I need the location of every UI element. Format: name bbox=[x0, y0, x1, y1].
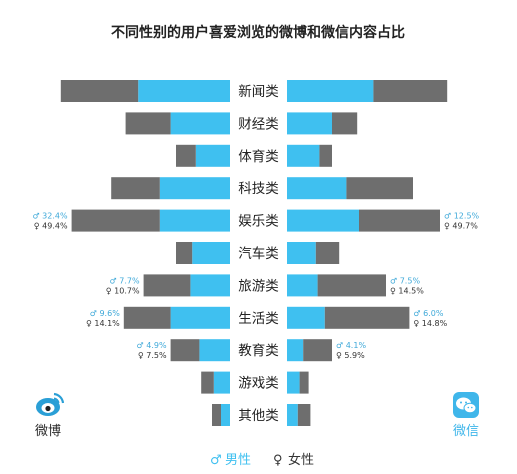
legend-male-label: 男性 bbox=[225, 453, 251, 468]
bar-wechat-male-8 bbox=[287, 339, 304, 362]
bar-wechat-female-7 bbox=[324, 306, 410, 329]
legend-male-symbol: ♂ bbox=[210, 453, 222, 468]
bar-wechat-male-5 bbox=[287, 242, 316, 264]
category-label-10: 其他类 bbox=[238, 408, 279, 424]
bar-wechat-female-2 bbox=[319, 144, 332, 167]
annotation-left-male-1: ♂ 7.7% bbox=[110, 276, 140, 285]
bar-weibo-male-3 bbox=[159, 177, 230, 200]
legend-female-label: 女性 bbox=[288, 452, 314, 468]
bar-weibo-male-2 bbox=[195, 144, 230, 167]
bar-weibo-male-4 bbox=[159, 209, 230, 232]
wechat-label: 微信 bbox=[453, 424, 479, 439]
bar-wechat-female-10 bbox=[297, 404, 311, 426]
bar-weibo-female-7 bbox=[123, 306, 171, 329]
annotation-right-male-1: ♂ 7.5% bbox=[390, 276, 420, 285]
annotation-left-female-0: ♀ 49.4% bbox=[34, 222, 68, 231]
category-label-7: 生活类 bbox=[238, 311, 279, 327]
bar-weibo-female-8 bbox=[170, 339, 200, 362]
bar-wechat-male-10 bbox=[287, 404, 298, 426]
bar-weibo-female-10 bbox=[212, 404, 221, 426]
bar-weibo-male-5 bbox=[192, 242, 230, 264]
bar-wechat-male-7 bbox=[287, 306, 325, 329]
bar-wechat-male-3 bbox=[287, 177, 347, 200]
bar-wechat-male-0 bbox=[287, 80, 374, 102]
bar-wechat-female-0 bbox=[373, 80, 448, 102]
legend: ♂ 男性 ♀ 女性 bbox=[210, 452, 314, 468]
bar-weibo-female-6 bbox=[143, 274, 191, 297]
bar-wechat-female-3 bbox=[346, 177, 413, 200]
category-label-0: 新闻类 bbox=[238, 84, 279, 100]
category-label-5: 汽车类 bbox=[238, 245, 279, 262]
bar-weibo-male-8 bbox=[199, 339, 230, 362]
bar-weibo-female-5 bbox=[176, 242, 193, 264]
category-label-3: 科技类 bbox=[238, 181, 279, 197]
bar-wechat-female-8 bbox=[303, 339, 332, 362]
bar-weibo-female-9 bbox=[201, 371, 214, 394]
category-label-1: 财经类 bbox=[238, 116, 279, 132]
bar-wechat-male-2 bbox=[287, 144, 320, 167]
category-label-8: 教育类 bbox=[238, 343, 279, 359]
bar-weibo-male-10 bbox=[221, 404, 230, 426]
annotation-left-female-2: ♀ 14.1% bbox=[86, 319, 120, 328]
annotation-right-male-0: ♂ 12.5% bbox=[444, 212, 480, 221]
bar-wechat-male-1 bbox=[287, 112, 332, 135]
weibo-logo-icon bbox=[36, 392, 65, 416]
annotations: ♂ 32.4%♀ 49.4% ♂ 7.7%♀ 10.7% ♂ 9.6%♀ 14.1%… bbox=[32, 212, 479, 361]
weibo-label: 微博 bbox=[35, 424, 61, 439]
annotation-left-male-3: ♂ 4.9% bbox=[137, 341, 167, 350]
bar-wechat-female-1 bbox=[332, 112, 358, 135]
bar-weibo-female-1 bbox=[125, 112, 171, 135]
bar-weibo-male-6 bbox=[190, 274, 230, 297]
bar-weibo-male-0 bbox=[138, 80, 230, 102]
category-label-6: 旅游类 bbox=[238, 278, 279, 294]
bar-wechat-male-4 bbox=[287, 209, 359, 232]
annotation-right-female-0: ♀ 49.7% bbox=[444, 222, 478, 231]
annotation-left-female-1: ♀ 10.7% bbox=[106, 286, 140, 295]
category-label-4: 娱乐类 bbox=[238, 214, 279, 230]
annotation-right-female-1: ♀ 14.5% bbox=[390, 286, 424, 295]
annotation-left-female-3: ♀ 7.5% bbox=[138, 351, 167, 360]
bar-weibo-male-9 bbox=[213, 371, 230, 394]
bar-weibo-female-4 bbox=[71, 209, 160, 232]
bar-wechat-male-6 bbox=[287, 274, 318, 297]
category-label-9: 游戏类 bbox=[238, 376, 279, 392]
bar-weibo-male-7 bbox=[170, 306, 230, 329]
bar-weibo-male-1 bbox=[170, 112, 230, 135]
bars-group bbox=[60, 80, 448, 426]
bar-wechat-female-5 bbox=[315, 242, 340, 264]
annotation-right-male-2: ♂ 6.0% bbox=[413, 309, 443, 318]
bar-wechat-female-6 bbox=[317, 274, 386, 297]
bar-wechat-male-9 bbox=[287, 371, 300, 394]
bar-weibo-female-0 bbox=[60, 80, 139, 102]
bar-wechat-female-4 bbox=[359, 209, 440, 232]
wechat-logo-icon bbox=[453, 392, 479, 418]
annotation-right-male-3: ♂ 4.1% bbox=[336, 341, 366, 350]
bar-wechat-female-9 bbox=[299, 371, 309, 394]
legend-female-symbol: ♀ bbox=[273, 453, 283, 468]
bar-weibo-female-2 bbox=[176, 144, 196, 167]
annotation-left-male-2: ♂ 9.6% bbox=[90, 309, 120, 318]
annotation-right-female-3: ♀ 5.9% bbox=[336, 351, 365, 360]
annotation-right-female-2: ♀ 14.8% bbox=[413, 319, 447, 328]
chart-title: 不同性别的用户喜爱浏览的微博和微信内容占比 bbox=[111, 24, 405, 41]
bar-weibo-female-3 bbox=[111, 177, 160, 200]
annotation-left-male-0: ♂ 32.4% bbox=[32, 212, 68, 221]
category-label-2: 体育类 bbox=[238, 149, 279, 165]
